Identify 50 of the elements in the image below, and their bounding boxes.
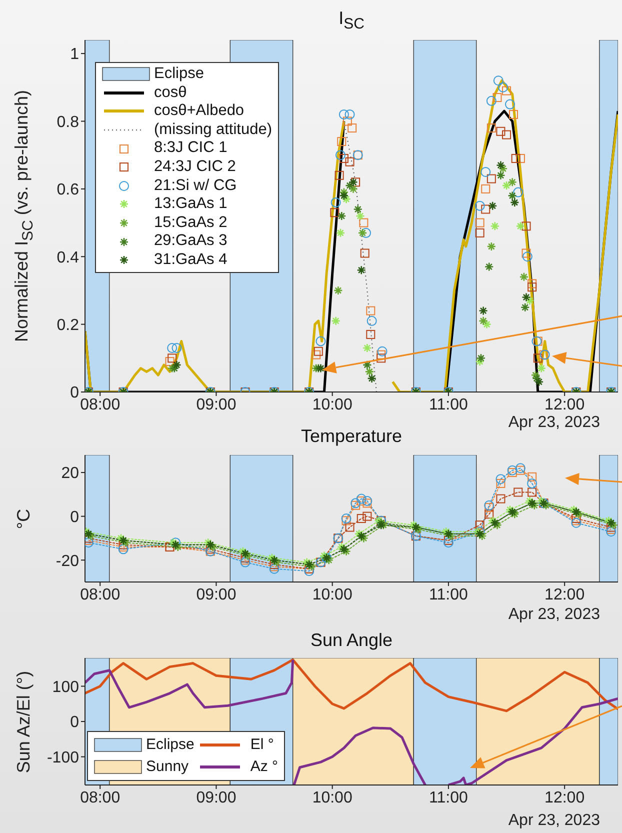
legend-label: cosθ+Albedo <box>154 102 244 121</box>
legend-label: 29:GaAs 3 <box>154 232 228 251</box>
legend-label: 13:GaAs 1 <box>154 195 228 214</box>
chart-title: Sun Angle <box>309 630 394 651</box>
y-tick-label: 0 <box>70 714 80 732</box>
x-tick-label: 08:00 <box>80 789 120 806</box>
y-tick-label: 0 <box>70 384 80 402</box>
legend-label: cosθ <box>154 84 187 102</box>
x-tick-label: 11:00 <box>429 586 468 604</box>
y-tick-label: 0.8 <box>56 114 80 131</box>
x-tick-label: 08:00 <box>80 396 120 414</box>
y-tick-label: 0.6 <box>56 182 80 199</box>
y-tick-label: 0 <box>70 508 80 526</box>
x-tick-label: 09:00 <box>196 586 236 604</box>
legend-label: (missing attitude) <box>154 120 272 140</box>
y-tick-label: 20 <box>61 465 80 482</box>
y-tick-label: 100 <box>52 678 80 696</box>
x-tick-label: 10:00 <box>312 396 352 414</box>
x-tick-label: 12:00 <box>544 586 585 604</box>
x-tick-label: 12:00 <box>544 396 585 414</box>
chart-title: I$_{SC}$ <box>338 8 366 33</box>
x-tick-label: 10:00 <box>312 586 352 604</box>
text: Apr 23, 2023 <box>508 812 600 830</box>
y-tick-label: -100 <box>46 749 80 766</box>
x-tick-label: 09:00 <box>196 396 236 414</box>
text: Apr 23, 2023 <box>508 414 600 432</box>
band-label: Sunny <box>146 757 189 777</box>
x-tick-label: 11:00 <box>429 789 468 806</box>
x-tick-label: 09:00 <box>196 789 236 806</box>
x-tick-label: 11:00 <box>429 396 468 414</box>
x-tick-label: 10:00 <box>312 789 352 806</box>
legend-label: El ° <box>250 735 274 755</box>
band-label: Eclipse <box>154 65 204 84</box>
y-axis-title: °C <box>14 508 34 529</box>
band-label: Eclipse <box>146 735 194 755</box>
legend-label: 24:3J CIC 2 <box>154 158 236 177</box>
y-tick-label: 1 <box>70 46 80 64</box>
y-axis-title: Sun Az/El (°) <box>14 670 34 773</box>
legend-label: 15:GaAs 2 <box>154 214 228 232</box>
legend-label: Az ° <box>250 757 278 777</box>
x-tick-label: 12:00 <box>544 789 585 806</box>
text: Apr 23, 2023 <box>508 606 600 624</box>
chart-title: Temperature <box>300 426 402 446</box>
y-tick-label: 0.4 <box>56 249 80 266</box>
legend-label: 21:Si w/ CG <box>154 176 237 196</box>
x-tick-label: 08:00 <box>80 586 120 604</box>
legend-label: 31:GaAs 4 <box>154 250 228 270</box>
y-tick-label: 0.2 <box>56 316 80 334</box>
legend-label: 8:3J CIC 1 <box>154 139 228 158</box>
y-tick-label: -20 <box>56 552 80 570</box>
